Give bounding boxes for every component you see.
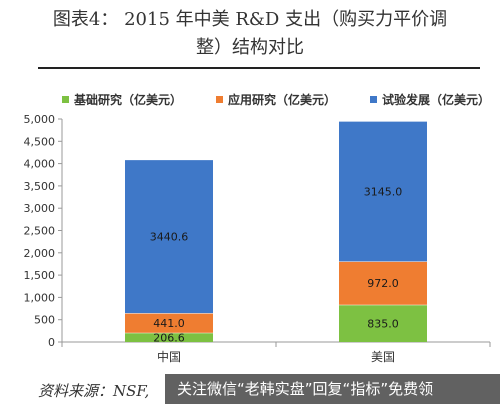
y-tick-label: 500 (34, 314, 55, 327)
y-tick-label: 4,000 (24, 158, 56, 171)
source-note: 资料来源：NSF, (38, 382, 150, 400)
y-tick-label: 1,500 (24, 269, 56, 282)
footer: 资料来源：NSF, 关注微信“老韩实盘”回复“指标”免费领 (0, 372, 500, 405)
x-tick-label: 美国 (371, 350, 395, 364)
y-tick-label: 5,000 (24, 113, 56, 126)
bar-applied (125, 313, 213, 333)
chart-title: 图表4： 2015 年中美 R&D 支出（购买力平价调 整）结构对比 (0, 6, 500, 62)
title-line-1: 图表4： 2015 年中美 R&D 支出（购买力平价调 (52, 9, 448, 30)
title-line-2: 整）结构对比 (196, 37, 304, 58)
legend: 基础研究（亿美元） 应用研究（亿美元） 试验发展（亿美元） (62, 90, 490, 108)
y-tick-label: 1,000 (24, 291, 56, 304)
data-label: 835.0 (367, 317, 399, 330)
legend-swatch-basic (62, 95, 69, 103)
y-tick-label: 0 (48, 336, 55, 349)
legend-swatch-experimental (370, 95, 378, 103)
y-tick-label: 4,500 (24, 135, 56, 148)
bar-applied (339, 261, 427, 305)
legend-swatch-applied (216, 95, 224, 103)
y-tick-label: 3,000 (24, 202, 56, 215)
data-label: 3440.6 (150, 230, 189, 243)
bar-experimental (125, 159, 213, 314)
y-tick-label: 2,000 (24, 247, 56, 260)
legend-item-experimental: 试验发展（亿美元） (370, 90, 490, 108)
bar-basic (339, 304, 427, 342)
stacked-bar-chart: 0 500 1,000 1,500 2,000 2,500 3,000 3,500 4,000 4… (24, 113, 491, 364)
title-divider (38, 67, 480, 69)
bar-experimental (339, 121, 427, 262)
legend-label-experimental: 试验发展（亿美元） (382, 92, 491, 107)
data-label: 972.0 (367, 277, 399, 290)
legend-label-basic: 基础研究（亿美元） (74, 92, 183, 107)
data-label: 3145.0 (364, 185, 403, 198)
y-tick-label: 3,500 (24, 180, 56, 193)
legend-item-applied: 应用研究（亿美元） (216, 90, 336, 108)
data-label: 441.0 (153, 317, 185, 330)
y-tick-label: 2,500 (24, 225, 56, 238)
legend-item-basic: 基础研究（亿美元） (62, 90, 182, 108)
x-tick-label: 中国 (157, 349, 181, 364)
data-label: 206.6 (153, 331, 185, 344)
watermark-banner: 关注微信“老韩实盘”回复“指标”免费领 (165, 374, 500, 404)
legend-label-applied: 应用研究（亿美元） (228, 92, 337, 107)
bar-basic (125, 332, 213, 342)
